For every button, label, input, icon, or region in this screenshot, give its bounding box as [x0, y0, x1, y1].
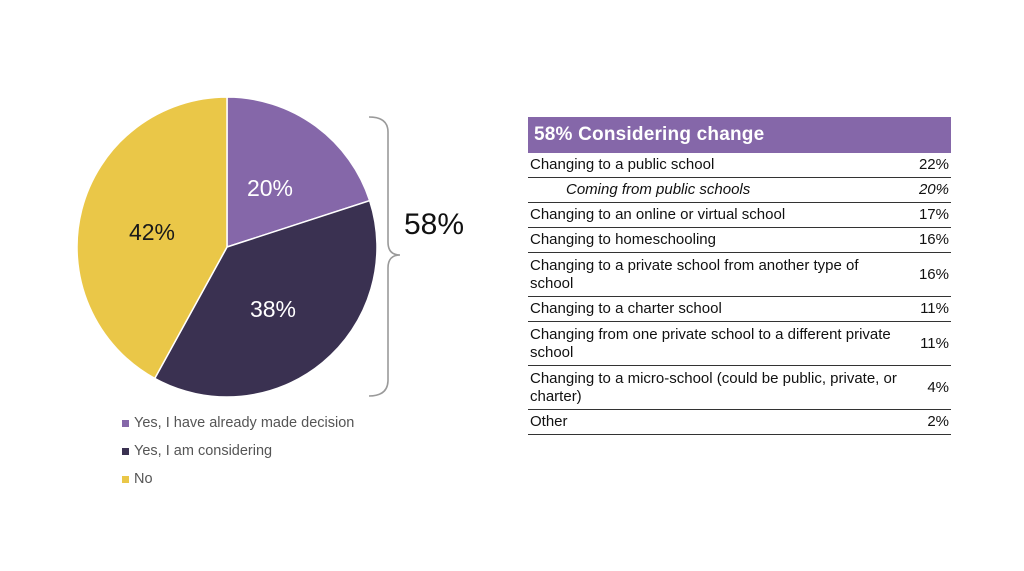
pie-slice-label: 20%: [247, 175, 293, 201]
legend-swatch: [122, 447, 129, 455]
table-row: Changing to a public school 22%: [528, 153, 951, 178]
pie-slice-1: [226, 96, 371, 249]
table-row: Changing to an online or virtual school 1…: [528, 203, 951, 228]
legend: Yes, I have already made decision Yes, I …: [122, 409, 354, 493]
pie-slice-label: 38%: [250, 296, 296, 322]
table-row: Changing from one private school to a di…: [528, 322, 951, 366]
table-row: Changing to a charter school 11%: [528, 297, 951, 322]
table-row: Changing to a micro-school (could be pub…: [528, 366, 951, 410]
legend-swatch: [122, 475, 129, 483]
table-row-label: Coming from public schools: [566, 181, 751, 198]
table-row-label: Changing to a public school: [530, 156, 715, 173]
table-header: 58% Considering change: [528, 117, 951, 153]
legend-label: No: [134, 471, 153, 487]
table-row-value: 22%: [918, 156, 949, 173]
legend-item: Yes, I have already made decision: [122, 409, 354, 437]
legend-item: Yes, I am considering: [122, 437, 354, 465]
pie-chart: 20% 38% 42%: [76, 96, 401, 398]
table-row-value: 16%: [918, 265, 949, 283]
legend-label: Yes, I am considering: [134, 443, 273, 459]
table-body: Changing to a public school 22% Coming fro…: [528, 153, 951, 435]
bracket: [368, 116, 401, 397]
table-row-label: Changing from one private school to a di…: [530, 325, 891, 361]
table-row: Other 2%: [528, 410, 951, 435]
table-row-value: 2%: [927, 413, 949, 430]
table-row-value: 17%: [918, 206, 949, 223]
table-row-label: Changing to a charter school: [530, 300, 722, 317]
table-row: Coming from public schools 20%: [528, 178, 951, 203]
legend-item: No: [122, 465, 354, 493]
bracket-percentage: 58%: [404, 208, 465, 241]
pie-slice-label: 42%: [129, 219, 175, 245]
table-row-value: 4%: [927, 378, 949, 396]
table-row-label: Changing to homeschooling: [530, 231, 716, 248]
table-row-label: Other: [530, 413, 568, 430]
table-row-label: Changing to a private school from anothe…: [530, 256, 859, 292]
table-row-value: 11%: [920, 334, 949, 352]
legend-swatch: [122, 419, 129, 427]
table-row-label: Changing to an online or virtual school: [530, 206, 786, 223]
table-row-label: Changing to a micro-school (could be pub…: [530, 369, 897, 405]
table-row-value: 11%: [920, 300, 949, 317]
legend-label: Yes, I have already made decision: [134, 415, 355, 431]
pie-slice-3: [76, 96, 228, 380]
table-row-value: 20%: [918, 181, 949, 198]
table-row: Changing to a private school from anothe…: [528, 253, 951, 297]
table-row-value: 16%: [918, 231, 949, 248]
table-row: Changing to homeschooling 16%: [528, 228, 951, 253]
considering-change-table: 58% Considering change Changing to a pub…: [528, 117, 951, 435]
pie-slice-2: [153, 199, 378, 398]
